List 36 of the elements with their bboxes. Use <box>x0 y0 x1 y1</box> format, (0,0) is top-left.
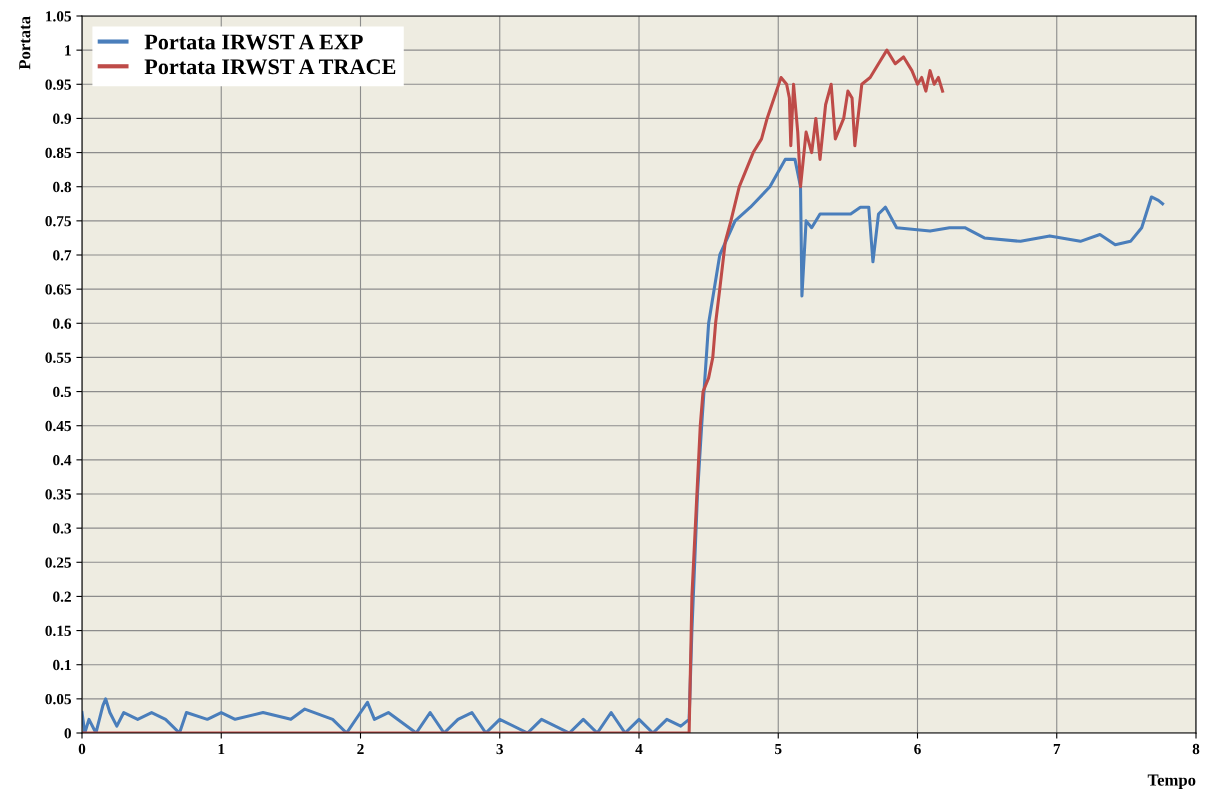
x-tick-label: 2 <box>357 743 364 755</box>
y-tick-label: 0.3 <box>53 523 72 534</box>
x-tick-label: 5 <box>775 744 782 755</box>
y-tick-label: 0.5 <box>53 386 72 398</box>
y-axis-title: Portata <box>19 16 31 70</box>
y-tick-label: 0.55 <box>45 352 72 363</box>
y-tick-label: 0.8 <box>53 181 72 193</box>
y-tick-label: 0.65 <box>45 284 72 295</box>
y-tick-label: 0.1 <box>53 659 71 671</box>
y-tick-label: 0.35 <box>45 489 72 500</box>
y-tick-label: 0.05 <box>45 694 72 705</box>
line-series <box>82 48 945 733</box>
x-tick-label: 0 <box>78 743 86 755</box>
y-tick-label: 0.45 <box>45 420 72 432</box>
x-tick-label: 7 <box>1053 744 1061 755</box>
y-tick-label: 1.05 <box>46 11 72 22</box>
x-tick-label: 3 <box>496 743 504 755</box>
y-tick-label: 0.4 <box>53 455 72 466</box>
x-tick-label: 4 <box>635 743 643 755</box>
y-tick-label: 0.95 <box>45 79 72 90</box>
y-tick-label: 0.75 <box>45 216 72 227</box>
y-tick-label: 0.6 <box>53 318 72 329</box>
legend-label: Portata IRWST A TRACE <box>144 59 396 75</box>
y-tick-label: 0.2 <box>53 591 71 602</box>
y-tick-label: 0 <box>64 728 71 739</box>
x-tick-label: 6 <box>914 743 921 755</box>
y-tick-label: 0.85 <box>45 147 72 159</box>
x-tick-label: 8 <box>1192 743 1200 755</box>
y-tick-label: 0.15 <box>45 625 72 637</box>
y-tick-label: 0.9 <box>53 113 72 124</box>
legend-label: Portata IRWST A EXP <box>144 34 363 50</box>
x-axis-title: Tempo <box>1147 774 1196 790</box>
y-tick-label: 0.7 <box>53 250 72 261</box>
y-tick-label: 0.25 <box>45 557 72 568</box>
y-tick-label: 1 <box>65 45 71 56</box>
x-tick-label: 1 <box>218 743 225 755</box>
